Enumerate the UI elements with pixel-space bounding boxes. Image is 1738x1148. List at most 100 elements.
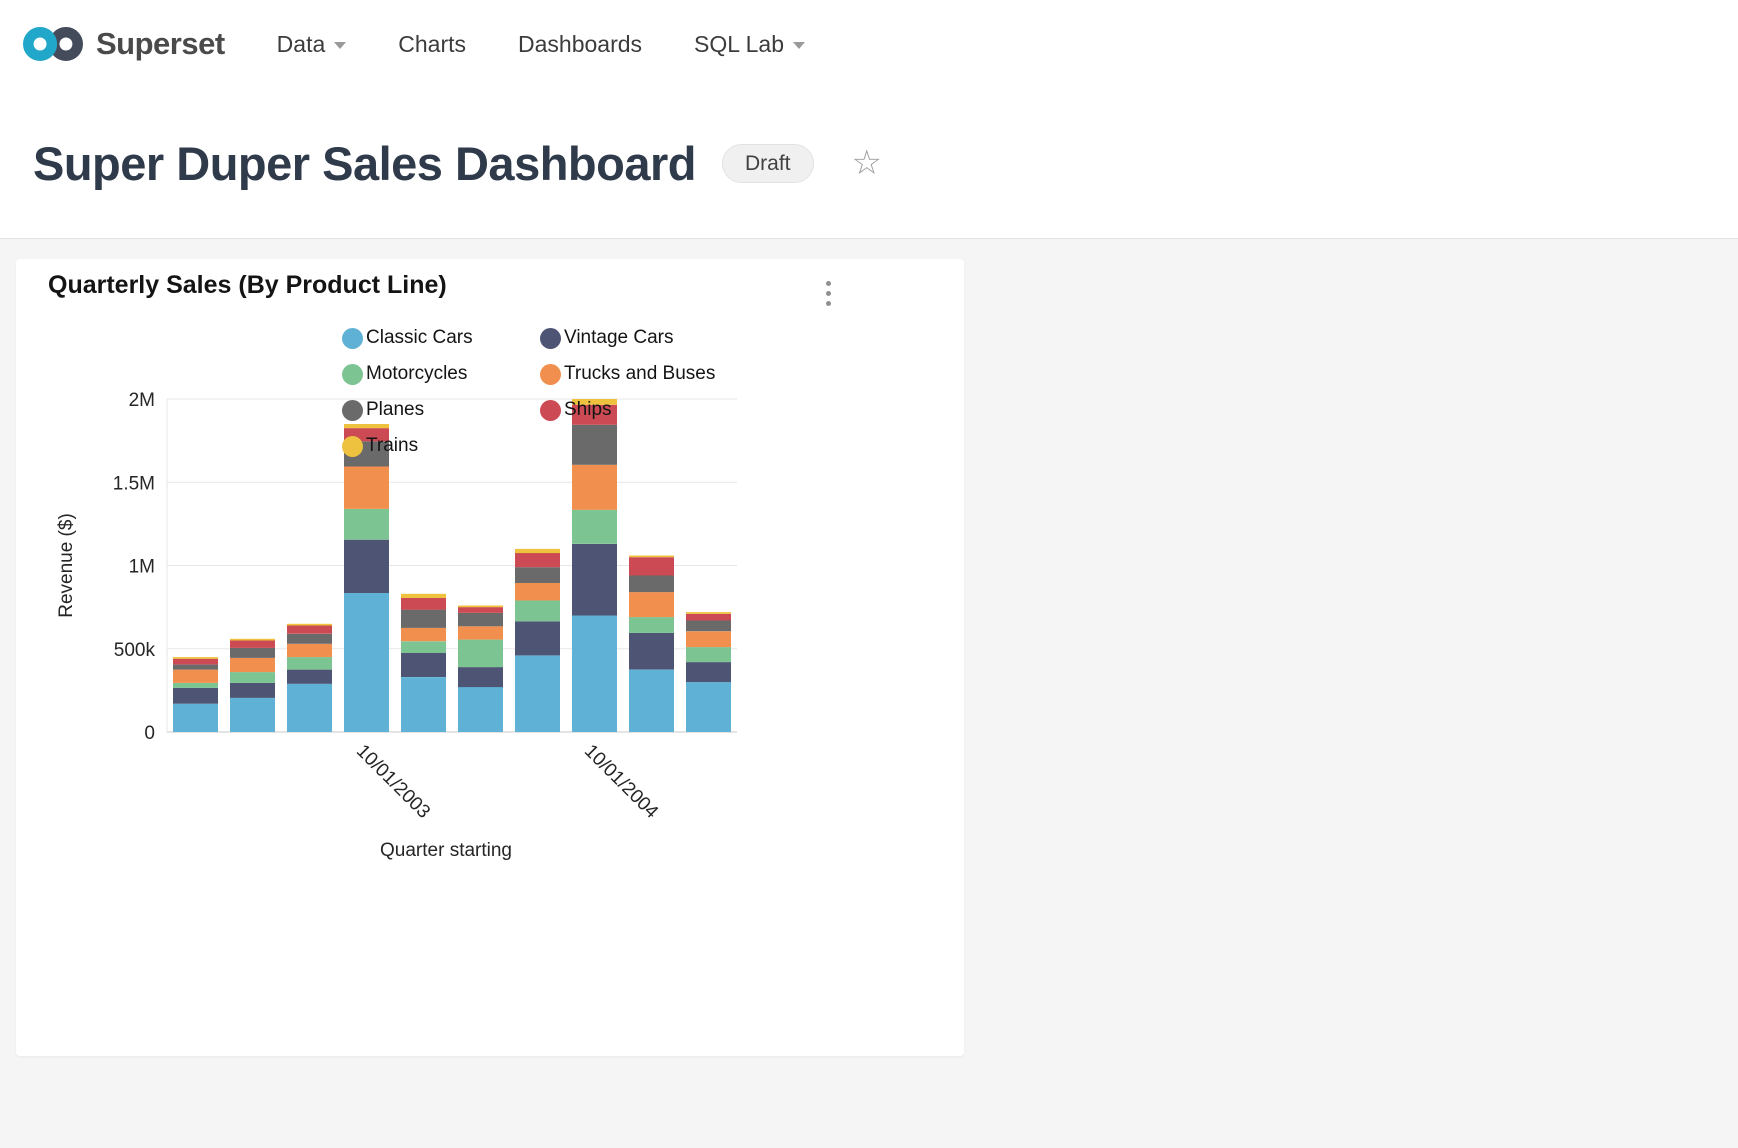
- brand-home-link[interactable]: Superset: [22, 24, 225, 64]
- nav-item-label: SQL Lab: [694, 30, 784, 57]
- bar-segment-motorcycles[interactable]: [344, 508, 389, 540]
- bar-segment-ships[interactable]: [686, 613, 731, 621]
- bar-segment-vintage-cars[interactable]: [572, 543, 617, 616]
- bar-segment-vintage-cars[interactable]: [515, 621, 560, 656]
- bar-segment-ships[interactable]: [515, 553, 560, 568]
- bar-segment-motorcycles[interactable]: [515, 600, 560, 622]
- bar-segment-ships[interactable]: [629, 557, 674, 576]
- bar-segment-planes[interactable]: [629, 575, 674, 593]
- legend-item-trucks-and-buses[interactable]: Trucks and Buses: [540, 361, 715, 387]
- chart-legend: Classic Cars Vintage Cars Motorcycles Truck…: [342, 325, 715, 459]
- bar-segment-trucks-and-buses[interactable]: [515, 583, 560, 601]
- legend-item-motorcycles[interactable]: Motorcycles: [342, 361, 540, 387]
- favorite-star-icon[interactable]: ☆: [851, 144, 882, 182]
- bar-segment-vintage-cars[interactable]: [401, 652, 446, 677]
- nav-item-sql-lab[interactable]: SQL Lab: [694, 31, 805, 58]
- bar-segment-motorcycles[interactable]: [686, 647, 731, 663]
- chart-options-button[interactable]: [814, 271, 842, 315]
- bar-segment-ships[interactable]: [230, 640, 275, 648]
- superset-logo-icon: [23, 26, 83, 62]
- bar-segment-trucks-and-buses[interactable]: [344, 466, 389, 509]
- bar-segment-motorcycles[interactable]: [572, 509, 617, 544]
- bar-segment-classic-cars[interactable]: [401, 677, 446, 732]
- bar-segment-vintage-cars[interactable]: [686, 662, 731, 683]
- bar-segment-trucks-and-buses[interactable]: [686, 631, 731, 648]
- bar-segment-trains[interactable]: [515, 548, 560, 554]
- legend-swatch-icon: [342, 435, 363, 457]
- legend-label: Trains: [366, 435, 419, 456]
- bar-segment-motorcycles[interactable]: [173, 682, 218, 688]
- bar-segment-trucks-and-buses[interactable]: [287, 643, 332, 658]
- kebab-vertical-icon: [825, 280, 831, 286]
- bar-segment-vintage-cars[interactable]: [344, 539, 389, 593]
- bar-segment-ships[interactable]: [173, 658, 218, 665]
- bar-segment-trains[interactable]: [401, 593, 446, 598]
- bar-segment-classic-cars[interactable]: [515, 655, 560, 732]
- bar-segment-classic-cars[interactable]: [686, 682, 731, 732]
- bar-segment-vintage-cars[interactable]: [230, 682, 275, 698]
- bar-segment-classic-cars[interactable]: [458, 687, 503, 732]
- bar-segment-motorcycles[interactable]: [230, 672, 275, 683]
- bar-segment-planes[interactable]: [686, 620, 731, 632]
- bar-segment-trains[interactable]: [458, 605, 503, 608]
- legend-item-vintage-cars[interactable]: Vintage Cars: [540, 325, 715, 351]
- chevron-down-icon: [792, 42, 805, 49]
- bar-segment-classic-cars[interactable]: [287, 683, 332, 732]
- bar-segment-ships[interactable]: [572, 404, 617, 425]
- bar-segment-trucks-and-buses[interactable]: [458, 626, 503, 640]
- bar-segment-motorcycles[interactable]: [629, 617, 674, 633]
- bar-segment-motorcycles[interactable]: [458, 639, 503, 668]
- bar-segment-trucks-and-buses[interactable]: [572, 464, 617, 510]
- bar-segment-motorcycles[interactable]: [287, 657, 332, 670]
- page-title: Super Duper Sales Dashboard: [33, 136, 696, 190]
- legend-item-classic-cars[interactable]: Classic Cars: [342, 325, 540, 351]
- bar-segment-planes[interactable]: [515, 567, 560, 583]
- bar-segment-vintage-cars[interactable]: [173, 687, 218, 704]
- bar-segment-vintage-cars[interactable]: [287, 669, 332, 684]
- legend-item-trains[interactable]: Trains: [342, 433, 540, 459]
- status-badge: Draft: [721, 143, 814, 183]
- bar-segment-trains[interactable]: [173, 657, 218, 659]
- bar-segment-planes[interactable]: [230, 647, 275, 658]
- bar-segment-planes[interactable]: [401, 609, 446, 628]
- bar-segment-planes[interactable]: [287, 633, 332, 644]
- nav-item-data[interactable]: Data: [277, 31, 347, 58]
- bar-segment-ships[interactable]: [401, 598, 446, 610]
- top-navigation: Superset Data Charts Dashboards SQL Lab: [0, 0, 1738, 88]
- bar-segment-trucks-and-buses[interactable]: [629, 592, 674, 618]
- bar-segment-classic-cars[interactable]: [173, 703, 218, 732]
- bar-segment-trains[interactable]: [572, 399, 617, 405]
- bar-segment-classic-cars[interactable]: [629, 669, 674, 732]
- legend-swatch-icon: [540, 399, 561, 421]
- bar-segment-trains[interactable]: [686, 612, 731, 614]
- nav-item-charts[interactable]: Charts: [398, 31, 466, 58]
- bar-segment-planes[interactable]: [572, 424, 617, 465]
- nav-item-label: Data: [276, 30, 326, 57]
- bar-segment-trains[interactable]: [230, 638, 275, 641]
- bar-segment-classic-cars[interactable]: [344, 593, 389, 732]
- chart-title: Quarterly Sales (By Product Line): [48, 271, 447, 299]
- bar-segment-classic-cars[interactable]: [230, 697, 275, 732]
- bar-segment-trucks-and-buses[interactable]: [401, 627, 446, 642]
- bar-segment-planes[interactable]: [173, 664, 218, 670]
- bar-segment-classic-cars[interactable]: [572, 615, 617, 732]
- bar-segment-ships[interactable]: [458, 607, 503, 613]
- bar-segment-trucks-and-buses[interactable]: [173, 669, 218, 683]
- bar-segment-trucks-and-buses[interactable]: [230, 657, 275, 673]
- bar-segment-vintage-cars[interactable]: [458, 667, 503, 688]
- stacked-bar-chart: 0 500k 1M 1.5M 2M 10/01/2003 10/01/2004 Quarter…: [56, 390, 737, 861]
- bar-segment-motorcycles[interactable]: [401, 641, 446, 653]
- bar-segment-trains[interactable]: [344, 424, 389, 429]
- legend-item-planes[interactable]: Planes: [342, 397, 540, 423]
- bar-segment-ships[interactable]: [287, 625, 332, 634]
- x-axis-tick-label: 10/01/2003: [352, 741, 434, 823]
- bar-segment-vintage-cars[interactable]: [629, 632, 674, 670]
- nav-item-dashboards[interactable]: Dashboards: [518, 31, 642, 58]
- legend-label: Planes: [366, 399, 425, 420]
- legend-label: Ships: [564, 399, 612, 420]
- bar-segment-planes[interactable]: [458, 613, 503, 627]
- dashboard-header: Super Duper Sales Dashboard Draft ☆: [0, 88, 1738, 238]
- legend-item-ships[interactable]: Ships: [540, 397, 715, 423]
- bar-segment-trains[interactable]: [629, 555, 674, 558]
- bar-segment-trains[interactable]: [287, 623, 332, 626]
